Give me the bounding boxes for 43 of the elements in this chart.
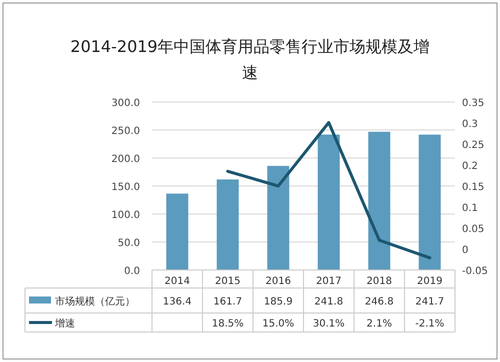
- x-tick-label: 2019: [417, 276, 442, 287]
- data-label: 161.7: [213, 296, 242, 308]
- bar: [318, 134, 340, 270]
- data-label: -2.1%: [415, 318, 444, 330]
- bar: [418, 134, 441, 270]
- y2-tick-label: 0.05: [462, 224, 484, 235]
- bar: [166, 194, 188, 270]
- data-label: 185.9: [264, 296, 293, 308]
- y-tick-label: 150.0: [111, 182, 140, 193]
- x-tick-label: 2016: [266, 276, 291, 287]
- data-label: 136.4: [162, 296, 192, 308]
- bar: [216, 179, 239, 270]
- y-tick-label: 200.0: [111, 154, 140, 165]
- chart-title: 2014-2019年中国体育用品零售行业市场规模及增速: [70, 37, 430, 82]
- y2-tick-label: 0.3: [462, 119, 478, 130]
- x-tick-label: 2015: [215, 276, 240, 287]
- y-tick-label: 100.0: [111, 210, 140, 221]
- data-label: 241.7: [415, 296, 444, 308]
- y2-tick-label: 0.2: [462, 161, 478, 172]
- data-label: 246.8: [364, 296, 394, 308]
- legend-label: 市场规模（亿元）: [55, 296, 135, 308]
- data-label: 18.5%: [212, 318, 244, 330]
- data-label: 30.1%: [312, 318, 345, 330]
- y-tick-label: 250.0: [111, 126, 140, 137]
- bar: [267, 166, 290, 270]
- legend-label: 增速: [54, 318, 75, 330]
- y-tick-label: 50.0: [118, 238, 140, 249]
- y2-tick-label: 0.1: [462, 203, 478, 214]
- line-series: [226, 121, 432, 260]
- bar: [368, 132, 390, 270]
- data-label: 2.1%: [366, 318, 392, 330]
- data-label: 15.0%: [262, 318, 294, 330]
- y2-tick-label: 0: [462, 245, 468, 256]
- x-tick-label: 2014: [164, 276, 190, 287]
- y2-tick-label: -0.05: [462, 266, 488, 277]
- y2-tick-label: 0.15: [462, 182, 484, 193]
- data-label: 241.8: [314, 296, 344, 308]
- x-tick-label: 2017: [316, 276, 342, 287]
- x-tick-label: 2018: [366, 276, 392, 287]
- y2-tick-label: 0.25: [462, 140, 484, 151]
- y-tick-label: 0.0: [124, 266, 140, 277]
- y-tick-label: 300.0: [111, 98, 140, 109]
- y2-tick-label: 0.35: [462, 98, 484, 109]
